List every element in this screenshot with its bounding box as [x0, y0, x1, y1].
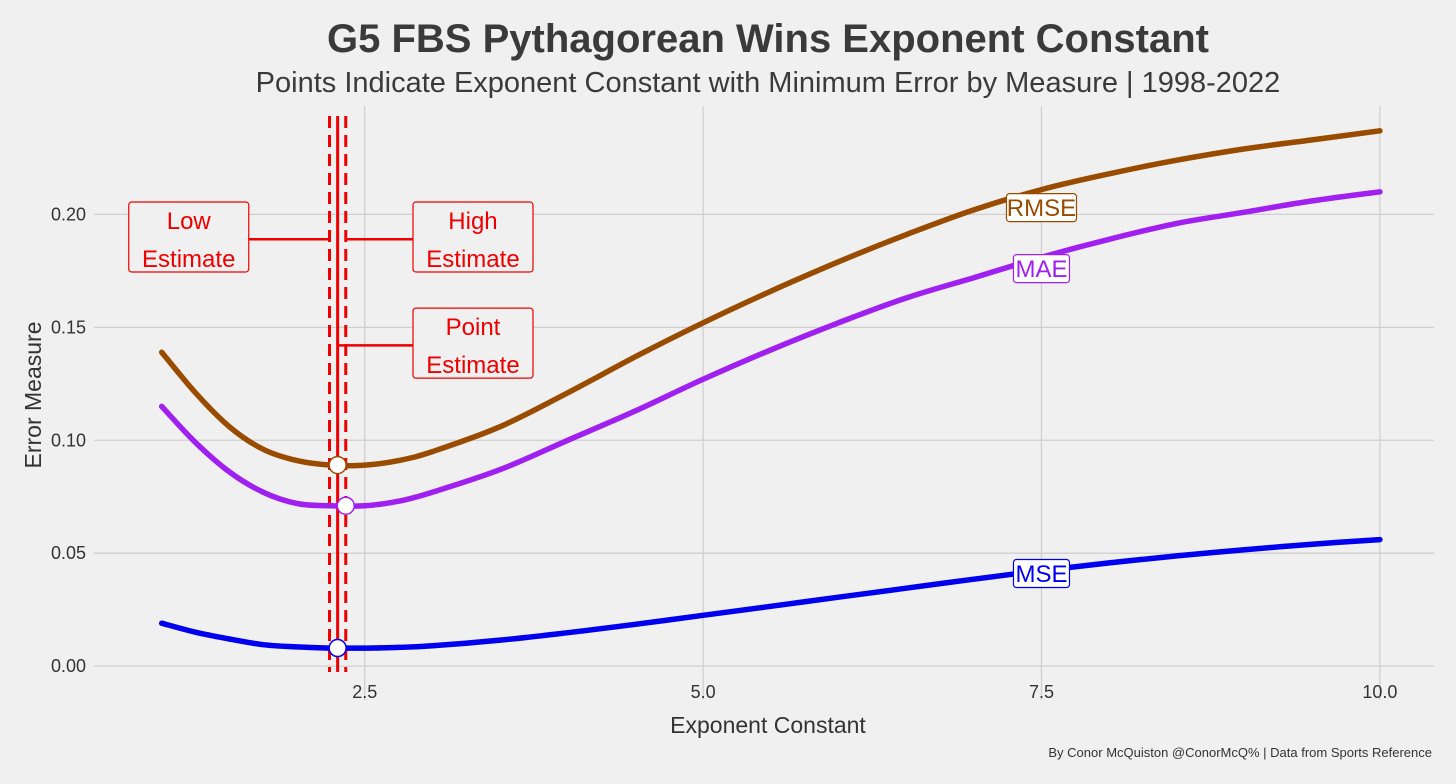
series-label-box: [1012, 254, 1071, 284]
vline-layer: [328, 116, 348, 672]
series-label-text: MAE: [1015, 256, 1067, 283]
grid-layer: [94, 106, 1434, 700]
y-tick-label: 0.20: [51, 204, 86, 224]
chart-caption: By Conor McQuiston @ConorMcQ% | Data fro…: [1048, 745, 1432, 760]
x-tick-label: 5.0: [691, 682, 716, 702]
series-layer: [158, 128, 1383, 651]
y-axis-title: Error Measure: [20, 322, 46, 469]
series-label-mae: MAE: [1012, 254, 1071, 284]
y-tick-label: 0.05: [51, 543, 86, 563]
y-tick-label: 0.15: [51, 317, 86, 337]
min-point-mse: [328, 638, 347, 658]
label-layer: RMSE MAE MSE: [1005, 193, 1078, 589]
annotation-text: Point: [446, 314, 501, 341]
series-label-text: MSE: [1015, 561, 1067, 588]
series-line-mse: [158, 536, 1383, 651]
annotation-layer: Low Estimate High Estimate Point Estimate: [128, 201, 534, 379]
min-point-mae: [336, 496, 356, 516]
series-label-box: [1005, 193, 1078, 223]
y-tick-label: 0.00: [51, 656, 86, 676]
x-tick-label: 7.5: [1029, 682, 1054, 702]
annotation-text: Estimate: [142, 246, 235, 273]
series-label-box: [1012, 558, 1071, 589]
tick-layer: 2.5 5.0 7.5 10.0 0.00 0.05 0.10 0.15 0.20: [51, 204, 1397, 702]
y-tick-label: 0.10: [51, 430, 86, 450]
series-label-rmse: RMSE: [1005, 193, 1078, 223]
annotation-box: [128, 201, 250, 273]
series-line-rmse: [158, 128, 1383, 469]
chart-subtitle: Points Indicate Exponent Constant with M…: [256, 67, 1281, 99]
point-layer: [328, 455, 356, 658]
min-point-rmse: [328, 455, 347, 475]
series-label-mse: MSE: [1012, 558, 1071, 589]
x-tick-label: 10.0: [1362, 682, 1397, 702]
x-tick-label: 2.5: [352, 682, 377, 702]
x-axis-title: Exponent Constant: [670, 712, 866, 738]
chart-title: G5 FBS Pythagorean Wins Exponent Constan…: [327, 17, 1209, 61]
series-line-mae: [158, 189, 1383, 509]
annotation-text: Low: [167, 208, 212, 235]
series-label-text: RMSE: [1007, 195, 1076, 222]
annotation-box: [412, 307, 534, 379]
annotation-text: Estimate: [426, 246, 519, 273]
annotation-text: Estimate: [426, 352, 519, 379]
annotation-text: High: [448, 208, 497, 235]
annotation-box: [412, 201, 534, 273]
